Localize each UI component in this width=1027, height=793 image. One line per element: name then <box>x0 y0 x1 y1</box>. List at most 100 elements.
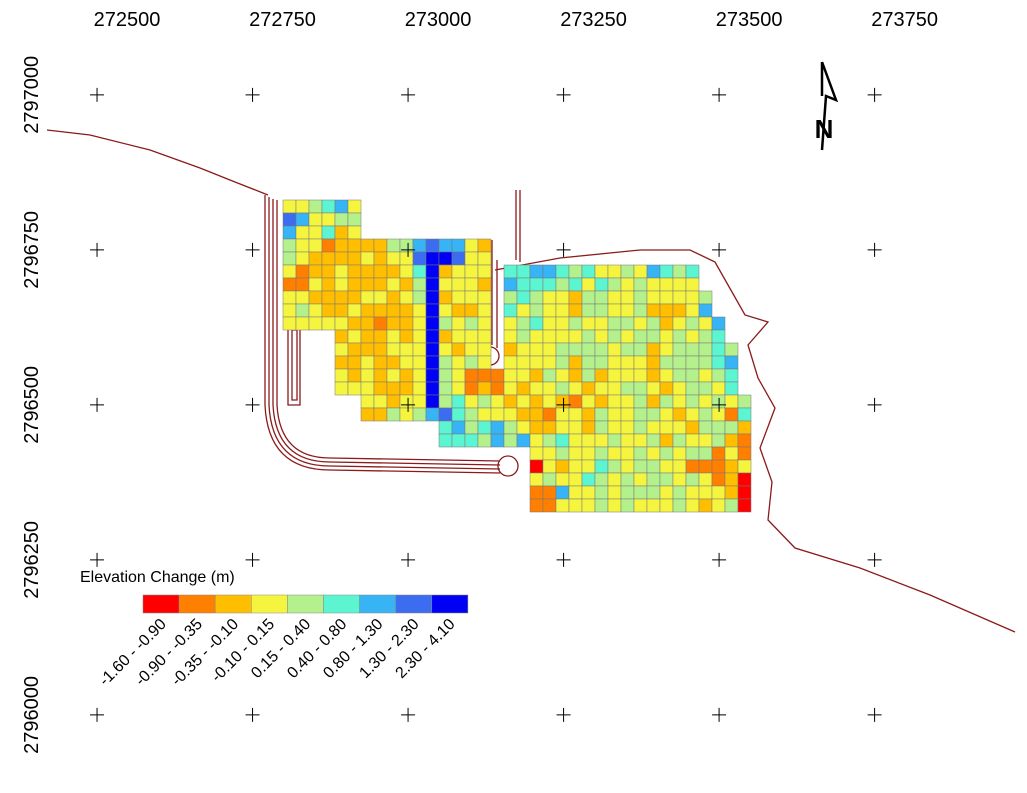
raster-cell <box>646 277 661 292</box>
raster-cell <box>672 277 687 292</box>
raster-cell <box>529 498 544 513</box>
raster-cell <box>438 277 453 292</box>
raster-cell <box>529 329 544 344</box>
graticule-cross <box>867 242 882 257</box>
raster-cell <box>646 394 661 409</box>
graticule-cross <box>401 552 416 567</box>
raster-cell <box>685 394 700 409</box>
raster-cell <box>503 407 518 422</box>
legend: Elevation Change (m) -1.60 - -0.90-0.90 … <box>80 569 469 689</box>
raster-cell <box>425 277 440 292</box>
raster-cell <box>594 264 609 279</box>
raster-cell <box>555 368 570 383</box>
raster-cell <box>308 303 323 318</box>
raster-cell <box>451 290 466 305</box>
raster-cell <box>646 472 661 487</box>
raster-cell <box>646 381 661 396</box>
raster-cell <box>321 251 336 266</box>
raster-cell <box>438 381 453 396</box>
raster-cell <box>386 355 401 370</box>
raster-cell <box>386 381 401 396</box>
raster-cell <box>464 381 479 396</box>
raster-cell <box>438 329 453 344</box>
raster-cell <box>295 225 310 240</box>
raster-cell <box>620 264 635 279</box>
legend-swatch <box>359 594 396 614</box>
raster-cell <box>620 472 635 487</box>
raster-cell <box>438 264 453 279</box>
raster-cell <box>607 433 622 448</box>
raster-cell <box>633 498 648 513</box>
raster-cell <box>464 316 479 331</box>
raster-cell <box>477 316 492 331</box>
raster-cell <box>698 485 713 500</box>
raster-cell <box>490 381 505 396</box>
graticule-cross <box>867 707 882 722</box>
raster-cell <box>633 355 648 370</box>
raster-cell <box>321 277 336 292</box>
raster-cell <box>659 472 674 487</box>
raster-cell <box>412 316 427 331</box>
raster-cell <box>347 225 362 240</box>
raster-cell <box>503 381 518 396</box>
raster-cell <box>542 407 557 422</box>
raster-cell <box>724 472 739 487</box>
raster-cell <box>490 407 505 422</box>
raster-cell <box>646 420 661 435</box>
raster-cell <box>425 355 440 370</box>
graticule-cross <box>245 87 260 102</box>
raster-cell <box>542 290 557 305</box>
raster-cell <box>607 342 622 357</box>
raster-cell <box>282 199 297 214</box>
raster-cell <box>490 368 505 383</box>
raster-cell <box>711 485 726 500</box>
raster-cell <box>542 472 557 487</box>
raster-cell <box>633 485 648 500</box>
raster-cell <box>347 329 362 344</box>
raster-cell <box>451 368 466 383</box>
raster-cell <box>607 277 622 292</box>
raster-cell <box>607 303 622 318</box>
raster-cell <box>568 459 583 474</box>
raster-cell <box>659 342 674 357</box>
raster-cell <box>737 485 752 500</box>
raster-cell <box>659 355 674 370</box>
raster-cell <box>568 420 583 435</box>
raster-cell <box>425 368 440 383</box>
raster-cell <box>685 290 700 305</box>
raster-cell <box>620 329 635 344</box>
raster-cell <box>347 316 362 331</box>
raster-cell <box>555 485 570 500</box>
raster-cell <box>503 329 518 344</box>
raster-cell <box>360 394 375 409</box>
raster-cell <box>321 238 336 253</box>
raster-cell <box>399 329 414 344</box>
raster-cell <box>438 420 453 435</box>
raster-cell <box>334 225 349 240</box>
raster-cell <box>334 329 349 344</box>
raster-cell <box>373 355 388 370</box>
graticule-cross <box>867 87 882 102</box>
raster-cell <box>607 446 622 461</box>
raster-cell <box>620 290 635 305</box>
raster-cell <box>594 394 609 409</box>
graticule-cross <box>90 397 105 412</box>
raster-cell <box>451 433 466 448</box>
raster-cell <box>529 433 544 448</box>
graticule-cross <box>245 242 260 257</box>
raster-cell <box>607 264 622 279</box>
raster-cell <box>711 381 726 396</box>
raster-cell <box>399 394 414 409</box>
raster-cell <box>594 316 609 331</box>
raster-cell <box>607 381 622 396</box>
raster-cell <box>334 342 349 357</box>
raster-cell <box>516 264 531 279</box>
raster-cell <box>412 251 427 266</box>
raster-cell <box>555 355 570 370</box>
raster-cell <box>438 290 453 305</box>
raster-cell <box>724 420 739 435</box>
raster-cell <box>399 381 414 396</box>
raster-cell <box>685 368 700 383</box>
raster-cell <box>516 303 531 318</box>
raster-cell <box>516 381 531 396</box>
